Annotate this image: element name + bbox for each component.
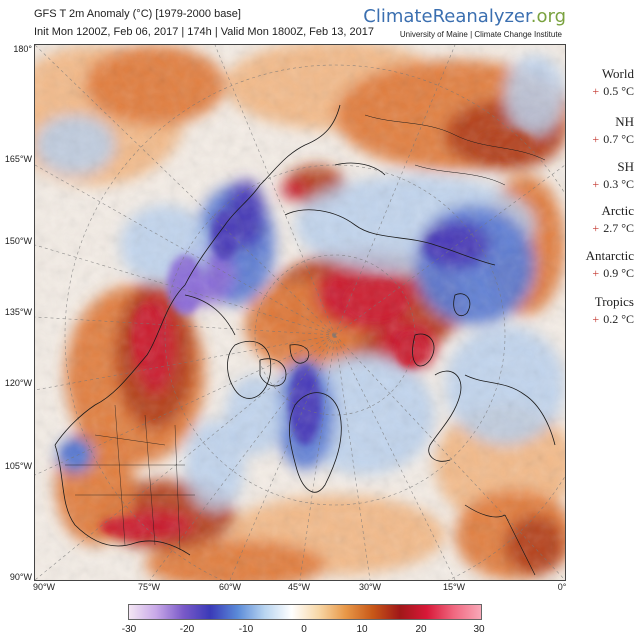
stat-antarctic-label: Antarctic: [585, 248, 634, 263]
colorbar-tick: -10: [238, 624, 254, 635]
stat-tropics-value: +0.2 °C: [592, 312, 634, 326]
lon-label-120w: 120°W: [4, 378, 32, 388]
brand-climate: Climate: [363, 6, 433, 27]
stat-arctic: Arctic +2.7 °C: [572, 203, 634, 236]
stat-world: World +0.5 °C: [572, 66, 634, 99]
lon-label-90w: 90°W: [32, 582, 56, 592]
stat-world-value: +0.5 °C: [592, 84, 634, 98]
plus-sign: +: [592, 312, 600, 326]
stat-world-label: World: [601, 66, 634, 81]
brand-org: .org: [530, 6, 566, 27]
temperature-anomaly-map[interactable]: [34, 44, 566, 581]
lon-label-75w: 75°W: [137, 582, 161, 592]
stat-nh-value: +0.7 °C: [592, 132, 634, 146]
stat-nh-label: NH: [615, 114, 634, 129]
brand-reanalyzer: Reanalyzer: [432, 6, 531, 27]
lon-label-180: 180°: [13, 44, 32, 54]
map-texture: [35, 45, 565, 580]
colorbar-tick: 10: [356, 624, 368, 635]
plus-sign: +: [592, 132, 600, 146]
stat-arctic-label: Arctic: [601, 203, 634, 218]
colorbar-tick: 30: [473, 624, 485, 635]
stat-antarctic-value: +0.9 °C: [592, 266, 634, 280]
lon-label-60w: 60°W: [218, 582, 242, 592]
lon-label-45w: 45°W: [287, 582, 311, 592]
lon-label-15w: 15°W: [442, 582, 466, 592]
map-canvas: [35, 45, 565, 580]
lon-label-30w: 30°W: [358, 582, 382, 592]
lon-label-90w-left: 90°W: [9, 572, 32, 582]
lon-label-0: 0°: [557, 582, 567, 592]
colorbar-tick: 0: [301, 624, 307, 635]
brand-subtitle: University of Maine | Climate Change Ins…: [399, 30, 562, 39]
stat-nh: NH +0.7 °C: [572, 114, 634, 147]
brand-logo[interactable]: ClimateReanalyzer.org: [363, 6, 566, 27]
stat-antarctic: Antarctic +0.9 °C: [572, 248, 634, 281]
stat-sh: SH +0.3 °C: [572, 159, 634, 192]
plus-sign: +: [592, 266, 600, 280]
stat-arctic-value: +2.7 °C: [592, 221, 634, 235]
map-run-info: Init Mon 1200Z, Feb 06, 2017 | 174h | Va…: [34, 26, 375, 38]
stat-tropics-label: Tropics: [594, 294, 634, 309]
plus-sign: +: [592, 221, 600, 235]
plus-sign: +: [592, 84, 600, 98]
map-title: GFS T 2m Anomaly (°C) [1979-2000 base]: [34, 8, 241, 20]
stat-sh-value: +0.3 °C: [592, 177, 634, 191]
plus-sign: +: [592, 177, 600, 191]
lon-label-135w: 135°W: [4, 307, 32, 317]
stat-tropics: Tropics +0.2 °C: [572, 294, 634, 327]
lon-label-150w: 150°W: [4, 236, 32, 246]
colorbar-tick: -20: [179, 624, 195, 635]
lon-label-165w: 165°W: [4, 154, 32, 164]
lon-label-105w: 105°W: [4, 461, 32, 471]
coastlines: [54, 104, 556, 576]
colorbar-tick: -30: [121, 624, 137, 635]
colorbar-tick: 20: [415, 624, 427, 635]
stat-sh-label: SH: [617, 159, 634, 174]
color-scale-bar: [128, 604, 482, 620]
